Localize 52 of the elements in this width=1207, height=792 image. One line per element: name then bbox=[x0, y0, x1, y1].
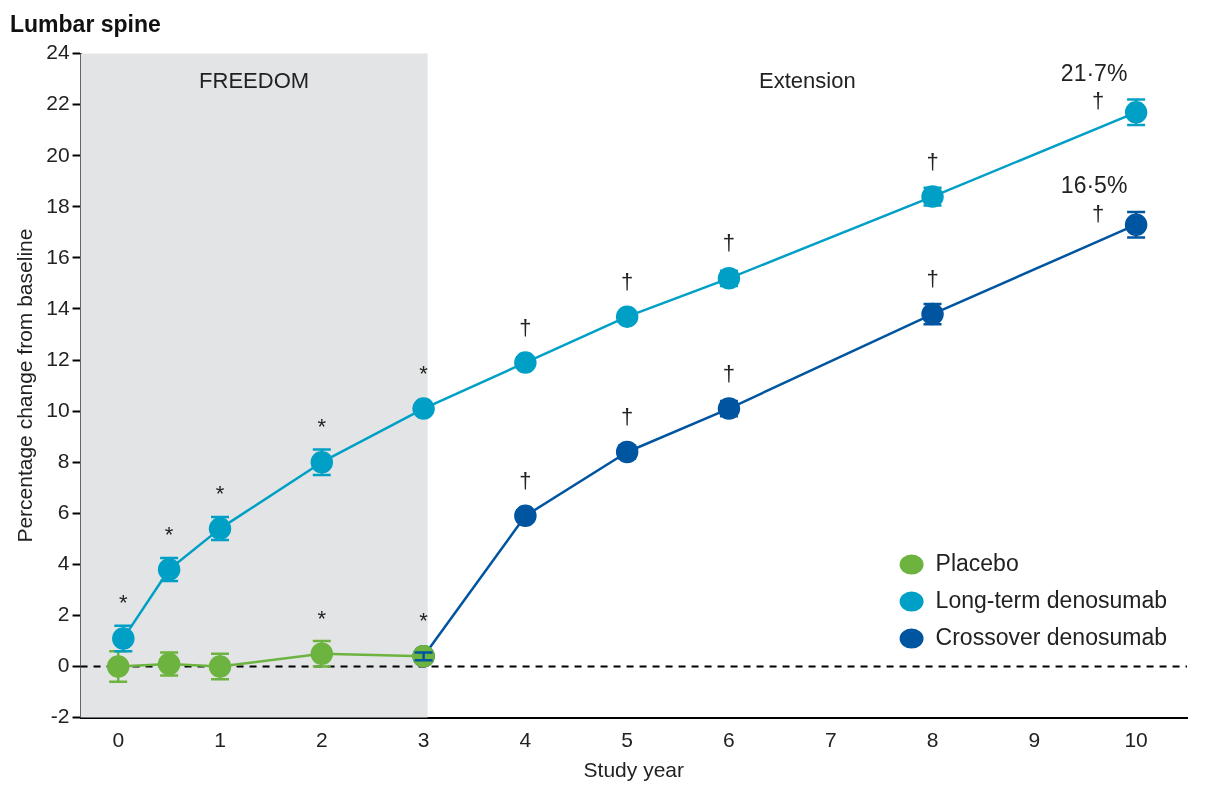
y-tick-label: -2 bbox=[50, 704, 70, 728]
annotation: † bbox=[519, 467, 532, 493]
legend-label: Crossover denosumab bbox=[935, 623, 1167, 650]
x-tick-label: 2 bbox=[315, 728, 328, 751]
annotation: * bbox=[419, 360, 429, 386]
annotation: * bbox=[215, 480, 225, 506]
y-tick-label: 0 bbox=[57, 653, 70, 677]
y-tick-label: 16 bbox=[46, 244, 70, 268]
annotation: * bbox=[317, 414, 327, 440]
y-tick-label: 12 bbox=[46, 346, 70, 370]
y-tick-label: 8 bbox=[57, 449, 70, 473]
x-tick-label: 9 bbox=[1028, 728, 1041, 751]
annotation: * bbox=[164, 521, 174, 547]
y-tick-label: 14 bbox=[46, 295, 70, 319]
y-tick-label: 4 bbox=[57, 551, 70, 575]
annotation: 16·5% bbox=[1060, 172, 1128, 199]
x-tick-label: 3 bbox=[417, 728, 430, 751]
y-tick-label: 22 bbox=[46, 91, 70, 115]
y-tick-label: 10 bbox=[46, 397, 70, 421]
annotation: † bbox=[722, 360, 736, 386]
annotation: * bbox=[119, 590, 129, 616]
x-tick-label: 10 bbox=[1124, 728, 1148, 751]
band-label: FREEDOM bbox=[199, 67, 310, 93]
annotation: † bbox=[722, 230, 736, 256]
annotation: Extension bbox=[759, 67, 856, 93]
y-tick-label: 24 bbox=[46, 40, 70, 64]
annotation: † bbox=[621, 404, 634, 430]
x-axis-title: Study year bbox=[583, 758, 684, 782]
y-axis-title: Percentage change from baseline bbox=[13, 228, 37, 543]
x-tick-label: 5 bbox=[621, 728, 634, 751]
annotation: † bbox=[1091, 88, 1105, 114]
legend-label: Long-term denosumab bbox=[935, 586, 1168, 613]
annotation: * bbox=[317, 605, 327, 631]
x-tick-label: 1 bbox=[214, 728, 226, 751]
x-tick-label: 6 bbox=[723, 728, 735, 751]
y-tick-label: 2 bbox=[57, 602, 70, 626]
annotation: † bbox=[621, 268, 634, 294]
x-tick-label: 0 bbox=[112, 728, 125, 751]
annotation: † bbox=[926, 148, 939, 174]
annotation: † bbox=[1091, 200, 1105, 226]
annotation: 21·7% bbox=[1060, 59, 1128, 86]
y-tick-label: 6 bbox=[57, 500, 70, 524]
x-tick-label: 7 bbox=[824, 728, 837, 751]
legend-label: Placebo bbox=[935, 549, 1019, 576]
annotation: * bbox=[419, 608, 429, 634]
annotation: † bbox=[926, 266, 939, 292]
y-tick-label: 18 bbox=[46, 193, 70, 217]
annotation: † bbox=[519, 314, 532, 340]
x-tick-label: 8 bbox=[926, 728, 939, 751]
y-tick-label: 20 bbox=[46, 142, 70, 166]
chart-title: Lumbar spine bbox=[10, 11, 161, 38]
x-tick-label: 4 bbox=[519, 728, 532, 751]
